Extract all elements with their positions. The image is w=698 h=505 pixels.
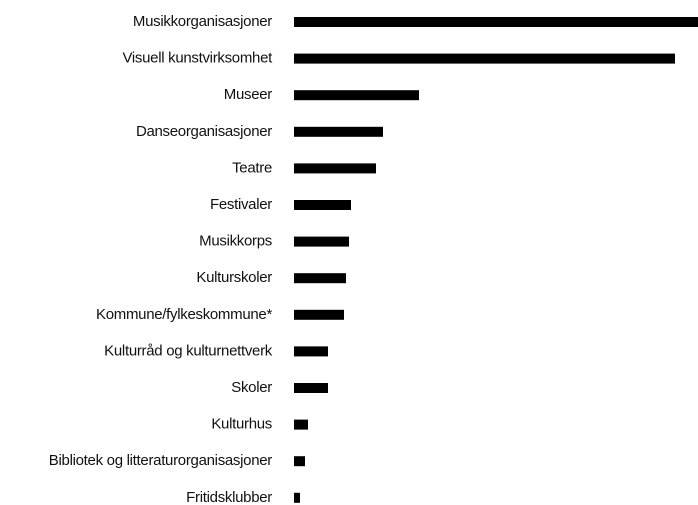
y-tick-label: Teatre — [232, 159, 272, 176]
bar — [294, 383, 328, 393]
y-tick-label: Musikkorps — [199, 233, 272, 250]
y-tick-label: Danseorganisasjoner — [136, 123, 272, 140]
y-tick-label: Fritidsklubber — [186, 489, 272, 505]
bar — [294, 126, 383, 137]
y-tick-label: Visuell kunstvirksomhet — [122, 50, 273, 67]
bar — [294, 456, 305, 467]
bar — [294, 492, 300, 503]
bar — [294, 236, 349, 247]
bar — [294, 200, 351, 210]
y-tick-label: Museer — [224, 86, 273, 103]
y-tick-label: Skoler — [231, 379, 272, 396]
bar — [294, 419, 308, 430]
y-tick-label: Musikkorganisasjoner — [133, 13, 272, 30]
bar — [294, 346, 328, 357]
bar — [294, 90, 419, 101]
y-tick-label: Festivaler — [210, 196, 272, 213]
bar — [294, 309, 344, 320]
bar — [294, 53, 675, 64]
y-tick-label: Kommune/fylkeskommune* — [96, 306, 272, 323]
y-tick-label: Kulturskoler — [196, 269, 272, 286]
bar — [294, 17, 698, 27]
y-tick-label: Kulturråd og kulturnettverk — [104, 342, 273, 359]
bar — [294, 273, 346, 284]
y-tick-label: Bibliotek og litteraturorganisasjoner — [49, 452, 272, 469]
y-tick-label: Kulturhus — [211, 416, 272, 433]
bar — [294, 163, 376, 174]
